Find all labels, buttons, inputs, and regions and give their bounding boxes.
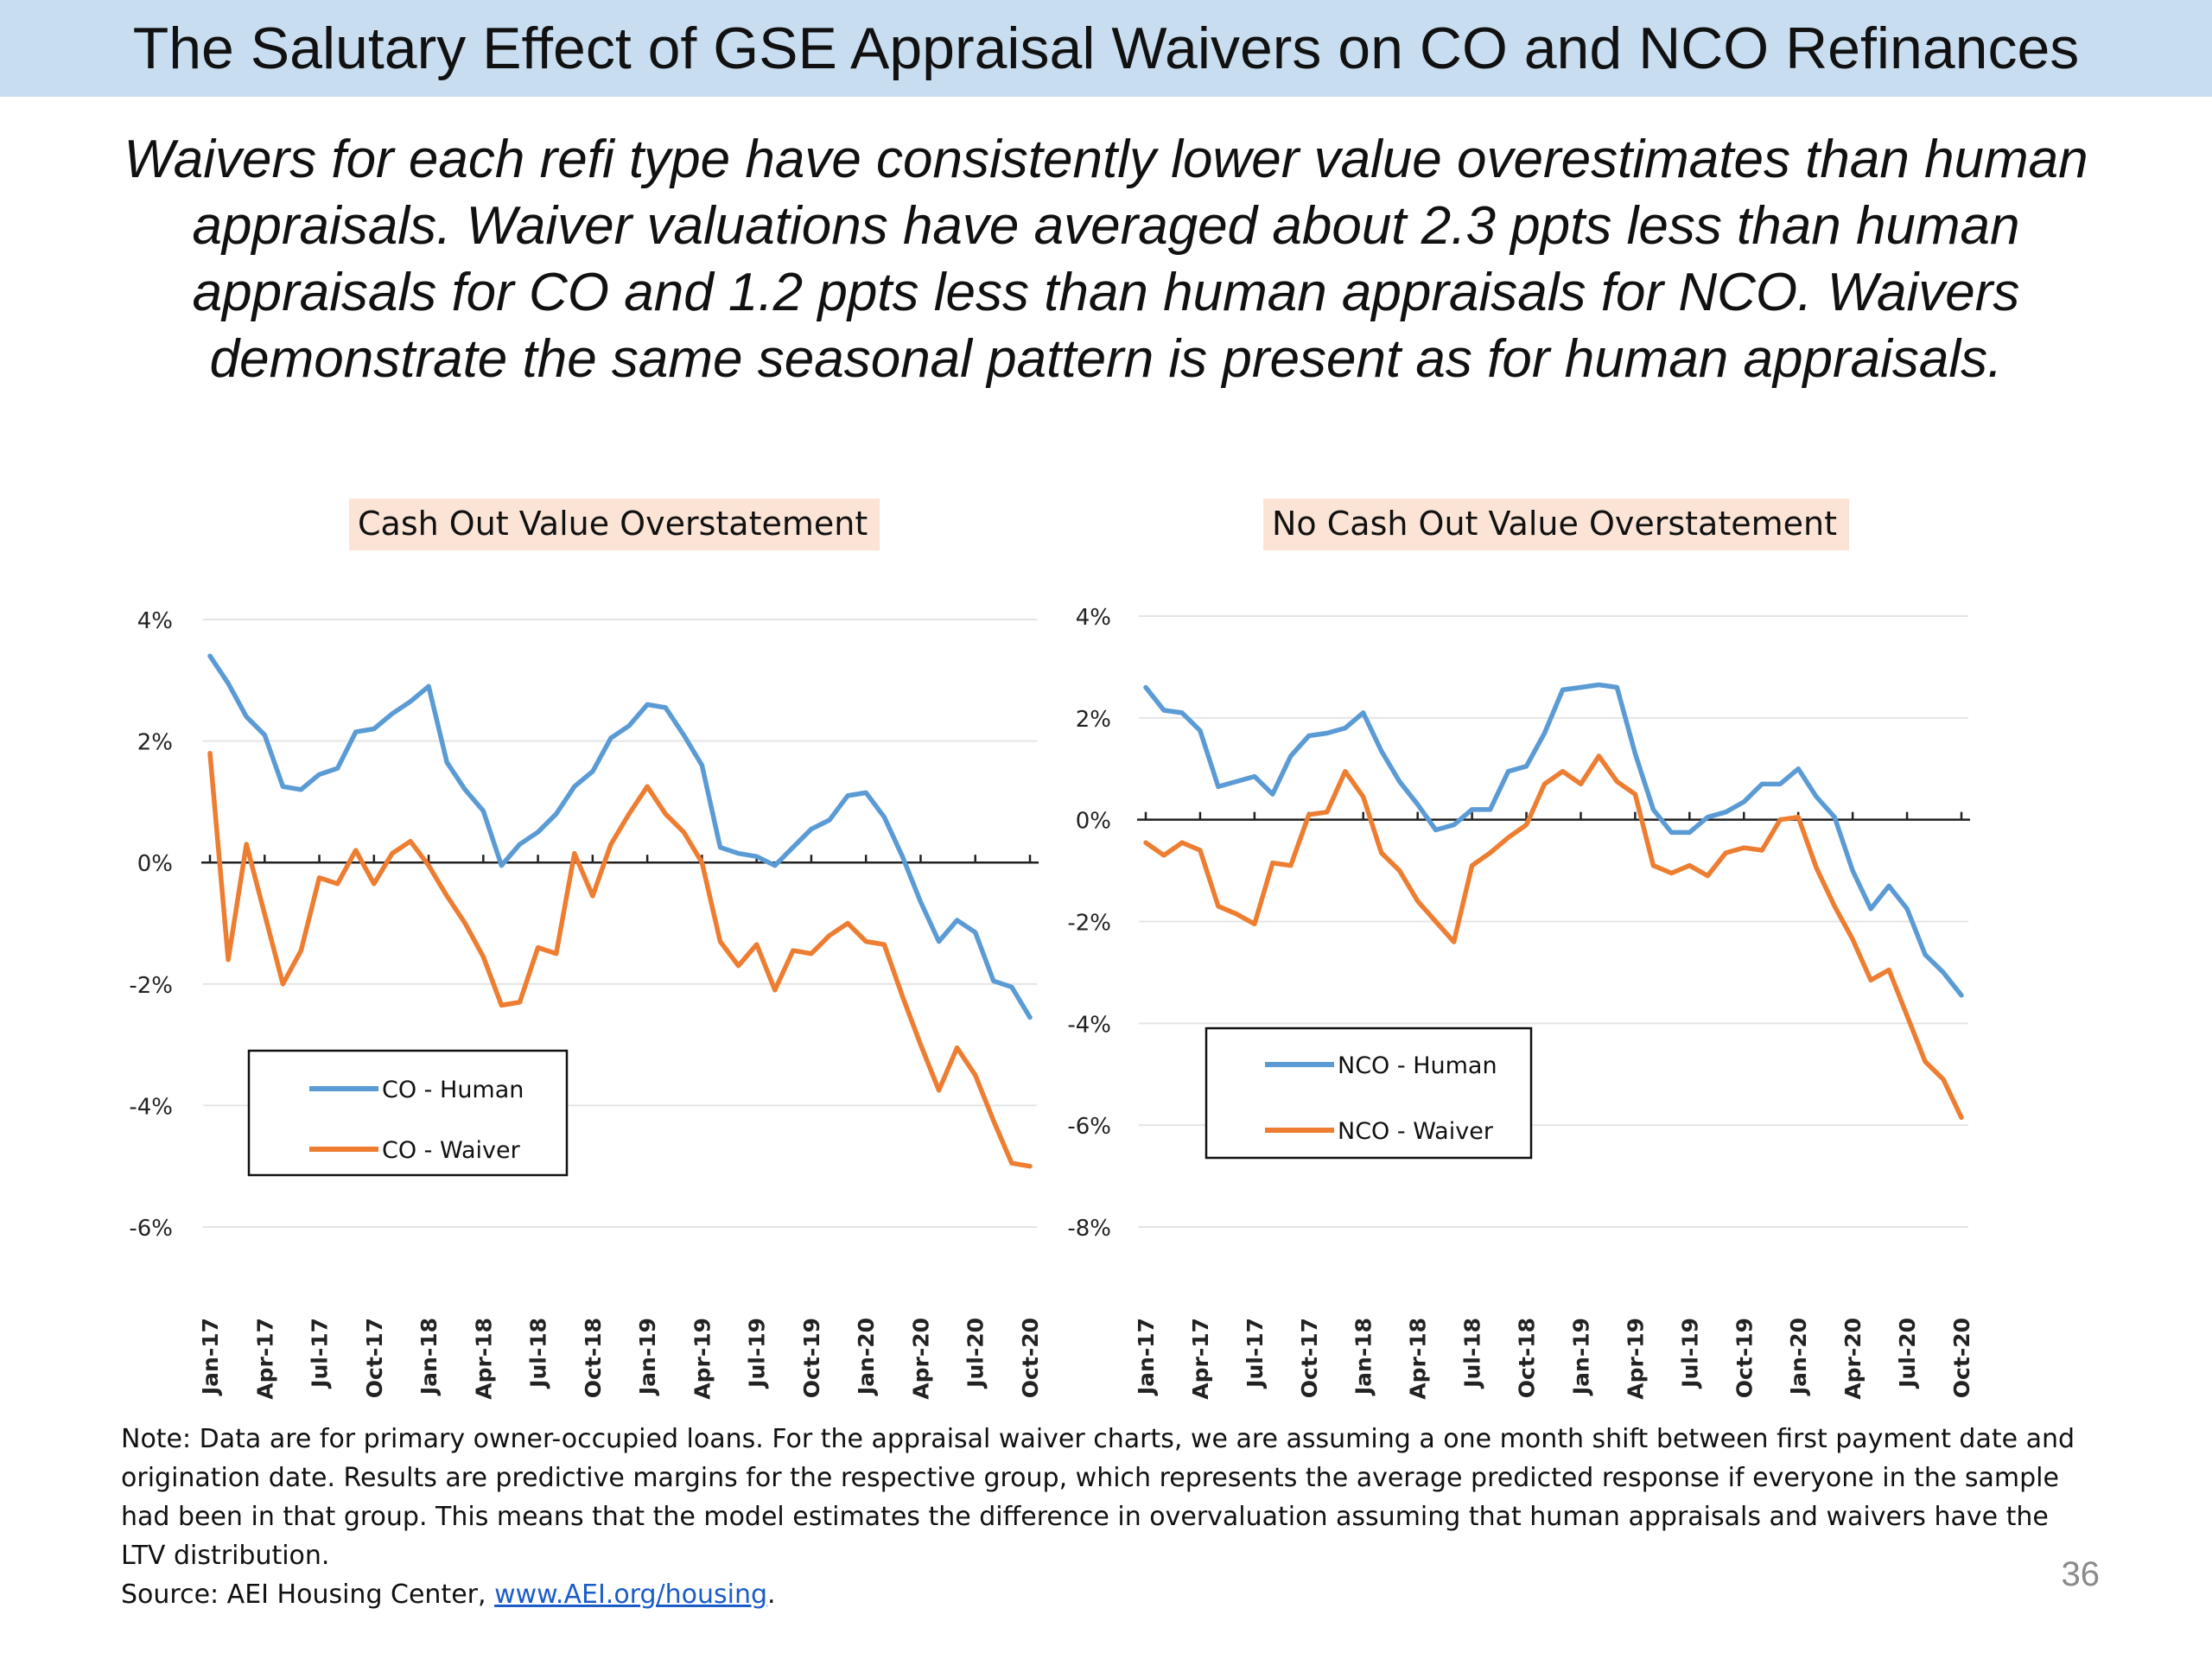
- source-suffix: .: [767, 1580, 776, 1610]
- slide-title: The Salutary Effect of GSE Appraisal Wai…: [132, 16, 2080, 81]
- source-line: Source: AEI Housing Center, www.AEI.org/…: [121, 1575, 2082, 1614]
- y-tick-label: 2%: [1076, 707, 1111, 733]
- chart-no-cash-out-svg: No Cash Out Value Overstatement -8% -6% -4%…: [1067, 499, 1974, 1400]
- y-tick-label: -6%: [129, 1216, 173, 1242]
- x-tick-label: Oct-18: [581, 1318, 606, 1398]
- title-bar: The Salutary Effect of GSE Appraisal Wai…: [0, 0, 2212, 97]
- x-tick-label: Apr-19: [690, 1318, 715, 1400]
- x-tick-label: Jul-18: [1460, 1318, 1485, 1389]
- chart-title-text: No Cash Out Value Overstatement: [1272, 505, 1837, 543]
- source-link[interactable]: www.AEI.org/housing: [494, 1580, 768, 1610]
- chart-cash-out: Cash Out Value Overstatement -6% -4% -2% 0% 2…: [0, 467, 1089, 1400]
- x-tick-label: Apr-20: [908, 1318, 933, 1400]
- slide-subtitle: Waivers for each refi type have consiste…: [124, 130, 2088, 389]
- x-tick-label: Jul-19: [1677, 1318, 1702, 1389]
- legend-box: [1205, 1027, 1533, 1160]
- source-prefix: Source: AEI Housing Center,: [121, 1580, 495, 1610]
- legend: NCO - Human NCO - Waiver: [1205, 1027, 1533, 1160]
- x-tick-label: Jan-18: [1351, 1318, 1376, 1396]
- x-tick-label: Apr-17: [252, 1318, 277, 1400]
- x-tick-label: Oct-17: [1297, 1318, 1322, 1398]
- y-tick-label: 4%: [1076, 605, 1111, 631]
- x-tick-label: Apr-20: [1840, 1318, 1866, 1400]
- chart-title: Cash Out Value Overstatement: [349, 499, 880, 550]
- x-tick-label: Apr-18: [471, 1318, 496, 1400]
- x-tick-label: Apr-19: [1623, 1318, 1648, 1400]
- x-tick-label: Jul-20: [963, 1318, 988, 1389]
- x-tick-label: Jul-20: [1895, 1318, 1920, 1389]
- series-line-0: [1143, 682, 1964, 998]
- x-tick-label: Jan-17: [1134, 1318, 1159, 1396]
- legend-label-0: NCO - Human: [1338, 1052, 1497, 1079]
- page-number: 36: [2061, 1555, 2101, 1593]
- y-tick-label: -4%: [129, 1094, 173, 1120]
- chart-cash-out-svg: Cash Out Value Overstatement -6% -4% -2% 0% 2…: [129, 499, 1043, 1400]
- y-tick-label: -2%: [1067, 911, 1111, 937]
- y-tick-label: 0%: [137, 851, 173, 877]
- legend-label-1: CO - Waiver: [382, 1137, 521, 1164]
- y-tick-label: 0%: [1076, 809, 1111, 835]
- y-tick-label: -4%: [1067, 1012, 1111, 1038]
- series-line-0: [207, 653, 1033, 1020]
- x-tick-label: Apr-17: [1188, 1318, 1213, 1400]
- x-tick-label: Jan-17: [198, 1318, 223, 1396]
- x-tick-label: Jul-19: [745, 1318, 770, 1389]
- legend: CO - Human CO - Waiver: [247, 1049, 569, 1177]
- x-tick-label: Jan-20: [1786, 1318, 1811, 1396]
- chart-title-bg: [1263, 499, 1849, 550]
- y-tick-label: -8%: [1067, 1216, 1111, 1242]
- x-tick-label: Jan-20: [854, 1318, 879, 1396]
- x-tick-label: Oct-20: [1018, 1318, 1043, 1398]
- legend-box: [247, 1049, 569, 1177]
- legend-label-0: CO - Human: [382, 1077, 524, 1103]
- x-tick-label: Jan-19: [635, 1318, 660, 1396]
- x-tick-label: Jan-19: [1568, 1318, 1593, 1396]
- x-tick-label: Oct-17: [362, 1318, 387, 1398]
- footnote: Note: Data are for primary owner-occupie…: [121, 1420, 2082, 1614]
- chart-title: No Cash Out Value Overstatement: [1263, 499, 1849, 550]
- x-tick-label: Jan-18: [416, 1318, 442, 1396]
- y-tick-label: -2%: [129, 973, 173, 999]
- y-tick-label: 4%: [137, 608, 173, 634]
- x-tick-label: Oct-18: [1515, 1318, 1540, 1398]
- chart-no-cash-out: No Cash Out Value Overstatement -8% -6% -4%…: [1067, 467, 2212, 1400]
- x-tick-label: Oct-19: [799, 1318, 824, 1398]
- x-tick-label: Apr-18: [1406, 1318, 1431, 1400]
- y-tick-label: -6%: [1067, 1114, 1111, 1140]
- chart-title-bg: [349, 499, 880, 550]
- x-tick-label: Jul-17: [308, 1318, 333, 1389]
- x-tick-label: Oct-20: [1949, 1318, 1974, 1398]
- note-text: Note: Data are for primary owner-occupie…: [121, 1424, 2075, 1571]
- x-tick-label: Oct-19: [1732, 1318, 1757, 1398]
- legend-label-1: NCO - Waiver: [1338, 1118, 1494, 1145]
- chart-title-text: Cash Out Value Overstatement: [358, 505, 868, 543]
- y-tick-label: 2%: [137, 730, 173, 756]
- series-line-1: [1143, 753, 1964, 1121]
- x-tick-label: Jul-17: [1243, 1318, 1268, 1389]
- series-line-1: [207, 750, 1033, 1169]
- x-tick-label: Jul-18: [526, 1318, 551, 1389]
